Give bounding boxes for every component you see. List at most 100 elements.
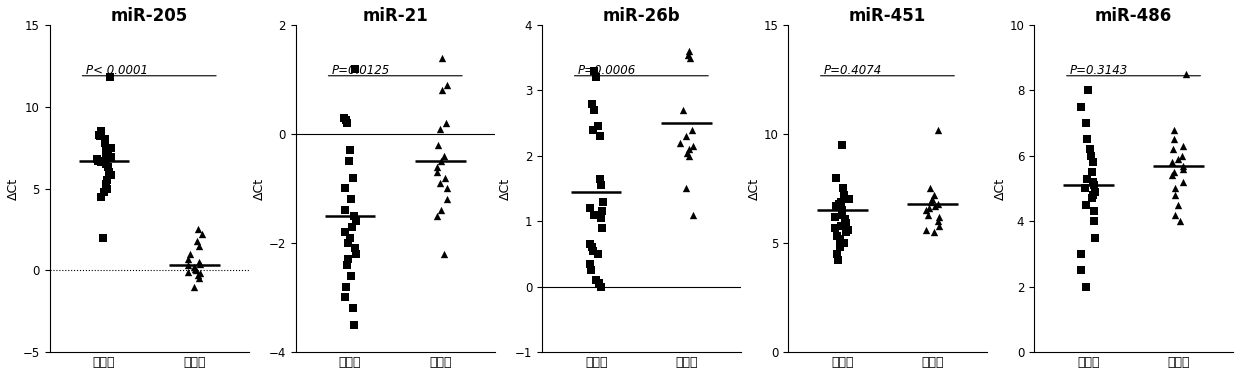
Point [95,140,115,146]
Point [676,133,696,139]
Point [677,185,697,191]
Point [1071,267,1091,273]
Point [89,132,109,138]
Point [590,176,610,182]
Point [335,207,355,213]
Point [430,180,450,186]
Point [682,127,702,133]
Point [341,273,361,279]
Point [1173,162,1193,168]
Point [589,280,609,286]
Point [593,208,613,214]
Point [921,199,941,205]
Point [1172,153,1192,159]
Point [190,270,210,276]
Point [100,155,120,161]
Point [190,275,210,281]
Point [588,251,608,257]
Y-axis label: ΔCt: ΔCt [498,177,512,200]
Point [345,66,365,72]
Point [179,269,198,275]
Point [835,216,854,222]
Point [582,244,601,250]
Point [678,146,698,152]
Point [1168,156,1188,162]
Point [924,229,944,235]
Point [929,214,949,220]
Point [97,180,117,186]
Point [1083,179,1102,185]
Point [98,153,118,159]
Point [1166,192,1185,198]
Point [828,201,848,207]
Point [580,205,600,211]
Point [92,128,112,134]
Point [98,164,118,170]
Point [838,227,858,233]
Point [1076,202,1096,208]
Point [92,159,112,165]
Point [929,201,949,207]
Point [670,140,689,146]
Point [1081,195,1101,201]
Point [837,229,857,235]
Point [438,82,458,88]
Point [345,246,365,252]
Point [583,100,603,106]
Point [1173,166,1193,172]
Point [1084,159,1104,165]
Point [833,185,853,191]
Point [345,321,365,327]
Point [98,150,118,156]
Point [335,229,355,235]
Point [343,174,363,180]
Point [427,213,446,219]
Point [826,214,846,220]
Point [1166,212,1185,218]
Point [1078,176,1097,182]
Point [187,226,207,232]
Point [185,264,205,270]
Point [1164,185,1184,191]
Point [186,267,206,273]
Point [336,284,356,290]
Point [826,225,846,231]
Text: P=0.3143: P=0.3143 [1070,64,1128,77]
Point [427,164,446,170]
Point [188,243,208,249]
Point [87,156,107,162]
Point [177,256,197,262]
Point [88,158,108,164]
Point [1081,153,1101,159]
Point [919,212,939,218]
Point [1075,284,1095,290]
Point [432,207,451,213]
Point [827,233,847,240]
Point [435,174,455,180]
Point [340,147,360,153]
Point [427,169,446,175]
Point [100,145,120,151]
Point [1085,189,1105,195]
Point [827,258,847,264]
Point [1084,182,1104,188]
Point [591,215,611,221]
Text: P=0.0006: P=0.0006 [578,64,636,77]
Point [95,136,115,143]
Point [1163,146,1183,152]
Point [680,55,699,61]
Point [678,52,698,58]
Point [339,256,358,262]
Point [590,133,610,139]
Point [434,251,454,257]
Point [191,261,211,267]
Point [92,194,112,200]
Point [677,150,697,156]
Point [929,223,949,229]
Point [1164,136,1184,143]
Point [436,120,456,126]
Point [429,142,449,148]
Point [683,212,703,218]
Point [838,196,858,202]
Point [589,123,609,129]
